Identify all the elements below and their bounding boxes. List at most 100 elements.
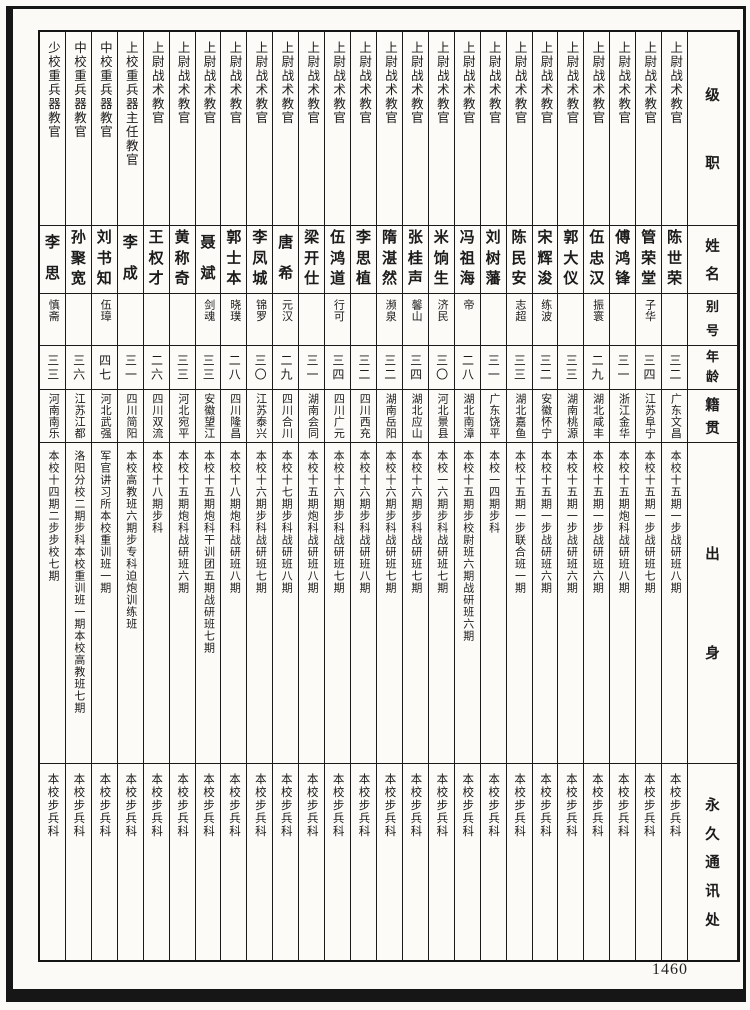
age-cell: 三三: [558, 346, 584, 391]
alias-cell: 慎斋: [40, 294, 65, 346]
contact-cell: 本校步兵科: [170, 764, 195, 960]
age-cell: 三一: [117, 346, 143, 391]
alias-text: 元汉: [280, 298, 293, 322]
alias-text: 练波: [539, 298, 552, 322]
person-column: 上尉战术教官 刘树藩 三一 广东饶平 本校一四期步科 本校步兵科: [480, 32, 507, 960]
alias-text: 振寰: [591, 298, 604, 322]
age-cell: 三三: [169, 346, 195, 391]
contact-text: 本校步兵科: [305, 772, 318, 838]
native-place-text: 湖北南漳: [461, 393, 474, 440]
name-text: 郭大仪: [563, 230, 579, 287]
contact-cell: 本校步兵科: [429, 764, 454, 960]
contact-cell: 本校步兵科: [507, 764, 532, 960]
native-place-text: 河北武强: [99, 393, 112, 440]
native-place-cell: 安徽望江: [195, 390, 221, 444]
native-place-cell: 湖南会同: [299, 390, 325, 444]
name-text: 管荣堂: [641, 230, 657, 287]
alias-cell: 志超: [506, 294, 532, 346]
age-text: 三三: [512, 353, 527, 382]
contact-cell: 本校步兵科: [662, 764, 687, 960]
name-text: 孙聚宽: [70, 230, 86, 287]
rank-cell: 上尉战术教官: [351, 32, 376, 227]
background-cell: 本校十五期一步战研班六期: [532, 443, 558, 764]
person-column: 上尉战术教官 梁开仕 三一 湖南会同 本校十五期炮科战研班八期 本校步兵科: [299, 32, 326, 960]
rank-text: 少校重兵器教官: [46, 41, 61, 139]
rank-text: 上尉战术教官: [460, 41, 475, 125]
background-cell: 本校十五期一步联合班一期: [506, 443, 532, 764]
background-text: 本校一四期步科: [487, 450, 500, 535]
name-cell: 黄称奇: [169, 226, 195, 294]
person-column: 上尉战术教官 伍鸿道 行可 三四 四川广元 本校十六期步科战研班七期 本校步兵科: [325, 32, 352, 960]
age-text: 三一: [304, 353, 319, 382]
rank-text: 上尉战术教官: [331, 41, 346, 125]
header-column: 级职 姓名 别号 年龄 籍贯 出身 永久通讯处: [688, 32, 738, 960]
rank-text: 上尉战术教官: [486, 41, 501, 125]
alias-text: 子华: [643, 298, 656, 322]
rank-text: 上尉战术教官: [642, 41, 657, 125]
name-text: 陈世荣: [667, 230, 683, 287]
contact-text: 本校步兵科: [124, 772, 137, 838]
background-text: 军官讲习所本校重训班一期: [98, 450, 111, 595]
native-place-cell: 湖北南漳: [454, 390, 480, 444]
background-text: 本校十七期步科战研班八期: [280, 450, 293, 595]
native-place-text: 湖南桃源: [565, 393, 578, 440]
alias-text: 剑魂: [202, 298, 215, 322]
rank-cell: 上尉战术教官: [143, 32, 169, 227]
age-cell: 三三: [195, 346, 221, 391]
person-column: 上尉战术教官 聂斌 剑魂 三三 安徽望江 本校十五期炮科干训团五期战研班七期 本…: [195, 32, 222, 960]
header-alias: 别号: [688, 294, 737, 346]
name-cell: 傅鸿锋: [610, 226, 636, 294]
contact-text: 本校步兵科: [331, 772, 344, 838]
native-place-cell: 四川西充: [351, 390, 376, 444]
age-text: 二九: [590, 353, 605, 382]
background-cell: 本校十八期炮科战研班八期: [221, 443, 247, 764]
header-background-label: 出身: [705, 546, 720, 663]
name-cell: 王权才: [143, 226, 169, 294]
contact-cell: 本校步兵科: [558, 764, 583, 960]
native-place-cell: 江苏江都: [65, 390, 91, 444]
header-native-place: 籍贯: [688, 390, 737, 444]
name-cell: 李思: [40, 226, 65, 294]
contact-cell: 本校步兵科: [377, 764, 402, 960]
age-text: 三一: [616, 353, 631, 382]
contact-cell: 本校步兵科: [144, 764, 169, 960]
alias-cell: [351, 294, 376, 346]
age-cell: 二九: [584, 346, 610, 391]
native-place-text: 湖南岳阳: [384, 393, 397, 440]
name-cell: 李凤城: [247, 226, 273, 294]
background-cell: 本校十五期炮科战研班八期: [610, 443, 636, 764]
native-place-cell: 四川广元: [325, 390, 351, 444]
age-text: 三三: [175, 353, 190, 382]
name-cell: 郭大仪: [558, 226, 584, 294]
rank-text: 上尉战术教官: [538, 41, 553, 125]
person-column: 少校重兵器教官 李思 慎斋 三三 河南南乐 本校十四期二步步校七期 本校步兵科: [40, 32, 66, 960]
background-text: 本校十五期一步联合班一期: [513, 450, 526, 595]
age-cell: 三〇: [247, 346, 273, 391]
rank-cell: 上尉战术教官: [558, 32, 584, 227]
alias-text: 濒泉: [384, 298, 397, 322]
age-text: 三二: [538, 353, 553, 382]
name-text: 黄称奇: [174, 230, 190, 287]
background-cell: 本校十五期一步战研班六期: [558, 443, 584, 764]
native-place-text: 河北景县: [436, 393, 449, 440]
age-text: 三四: [330, 353, 345, 382]
background-text: 本校十八期炮科战研班八期: [228, 450, 241, 595]
rank-cell: 上尉战术教官: [376, 32, 402, 227]
contact-cell: 本校步兵科: [66, 764, 91, 960]
name-text: 聂斌: [200, 235, 216, 282]
name-cell: 聂斌: [195, 226, 221, 294]
age-text: 三二: [667, 353, 682, 382]
native-place-cell: 四川双流: [143, 390, 169, 444]
age-cell: 三〇: [428, 346, 454, 391]
rank-cell: 上尉战术教官: [221, 32, 247, 227]
age-cell: 三二: [376, 346, 402, 391]
native-place-text: 江苏泰兴: [254, 393, 267, 440]
age-cell: 三一: [610, 346, 636, 391]
rank-text: 中校重兵器教官: [71, 41, 86, 139]
rank-text: 上尉战术教官: [590, 41, 605, 125]
background-text: 本校高教班六期步专科迫炮训练班: [124, 450, 137, 631]
contact-cell: 本校步兵科: [40, 764, 65, 960]
person-column: 上校重兵器主任教官 李成 三一 四川简阳 本校高教班六期步专科迫炮训练班 本校步…: [117, 32, 144, 960]
contact-cell: 本校步兵科: [636, 764, 661, 960]
native-place-text: 四川隆昌: [228, 393, 241, 440]
